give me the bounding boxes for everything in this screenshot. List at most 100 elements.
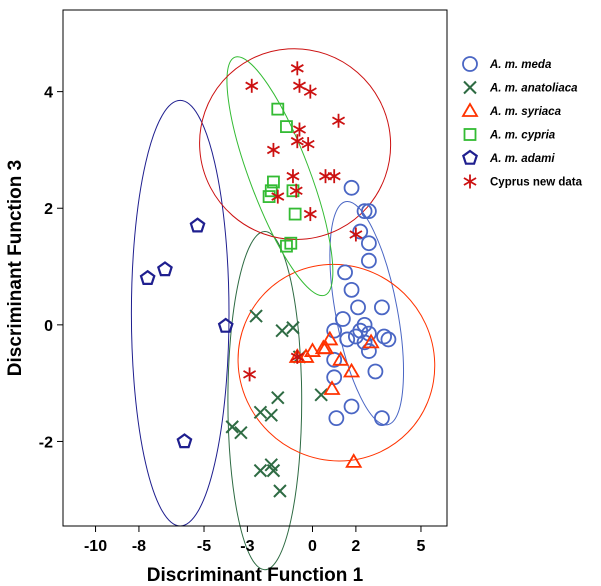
series-a-m-cypria — [262, 102, 302, 253]
legend-label: Cyprus new data — [490, 177, 583, 189]
x-axis-title: Discriminant Function 1 — [147, 565, 364, 586]
data-point-a-m-anatoliaca — [314, 388, 328, 402]
data-point-a-m-anatoliaca — [264, 408, 278, 422]
data-point-cyprus-new-data — [303, 207, 317, 222]
data-point-a-m-syriaca — [323, 380, 341, 395]
data-point-a-m-meda — [360, 343, 377, 359]
legend-item-a-m-adami: A. m. adami — [462, 149, 555, 165]
legend-label: A. m. syriaca — [489, 106, 562, 118]
series-a-m-meda — [326, 179, 397, 427]
data-point-cyprus-new-data — [290, 349, 304, 364]
legend-item-a-m-meda: A. m. meda — [462, 56, 552, 72]
y-axis-title: Discriminant Function 3 — [5, 160, 26, 376]
data-point-cyprus-new-data — [318, 169, 333, 184]
data-point-a-m-meda — [374, 410, 390, 427]
legend-marker-cyprus-new-data — [463, 174, 477, 189]
data-point-a-m-anatoliaca — [234, 426, 248, 440]
data-point-a-m-syriaca — [321, 330, 339, 346]
data-point-a-m-syriaca — [345, 453, 363, 468]
data-point-a-m-syriaca — [332, 351, 350, 366]
data-point-a-m-cypria — [271, 102, 285, 116]
y-tick-label: 4 — [44, 85, 53, 102]
y-tick-label: -2 — [39, 434, 53, 451]
data-point-a-m-meda — [326, 351, 343, 368]
data-points — [139, 61, 397, 498]
legend-marker-a-m-anatoliaca — [463, 80, 477, 95]
ellipse-a-m-adami — [130, 99, 230, 527]
data-point-a-m-meda — [343, 281, 360, 298]
data-point-a-m-adami — [189, 217, 206, 233]
legend-label: A. m. cypria — [489, 130, 556, 142]
legend-marker-a-m-cypria — [463, 128, 477, 141]
data-point-a-m-anatoliaca — [273, 484, 287, 498]
legend-item-a-m-syriaca: A. m. syriaca — [461, 102, 562, 118]
data-point-cyprus-new-data — [290, 134, 304, 149]
legend-marker-a-m-syriaca — [461, 102, 479, 117]
data-point-a-m-meda — [376, 328, 392, 345]
data-point-a-m-cypria — [280, 120, 293, 134]
confidence-ellipses — [130, 48, 436, 571]
legend-item-a-m-anatoliaca: A. m. anatoliaca — [463, 80, 578, 95]
data-point-a-m-cypria — [286, 184, 300, 198]
data-point-a-m-anatoliaca — [275, 323, 289, 338]
x-tick-label: -10 — [84, 538, 107, 555]
ellipse-a-m-anatoliaca — [227, 231, 303, 571]
x-tick-label: -8 — [132, 538, 146, 555]
legend-marker-a-m-adami — [462, 149, 478, 165]
x-axis: -10 -8 -5 -3 0 2 5 — [84, 526, 426, 555]
data-point-a-m-anatoliaca — [286, 321, 300, 335]
data-point-a-m-meda — [360, 235, 377, 252]
data-point-a-m-cypria — [280, 239, 293, 253]
legend: A. m. meda A. m. anatoliaca A. m. syriaca A… — [461, 56, 583, 189]
data-point-a-m-meda — [337, 264, 353, 281]
data-point-cyprus-new-data — [286, 169, 300, 184]
data-point-cyprus-new-data — [349, 227, 363, 242]
data-point-cyprus-new-data — [327, 169, 341, 184]
legend-label: A. m. anatoliaca — [489, 83, 578, 95]
data-point-cyprus-new-data — [289, 183, 303, 198]
plot-frame — [62, 9, 448, 527]
data-point-cyprus-new-data — [266, 142, 280, 157]
data-point-a-m-meda — [350, 299, 366, 316]
x-tick-label: -3 — [240, 538, 254, 555]
data-point-a-m-anatoliaca — [249, 309, 263, 323]
data-point-a-m-cypria — [267, 175, 280, 189]
x-tick-label: 2 — [351, 538, 360, 555]
series-a-m-adami — [139, 217, 234, 449]
y-tick-label: 2 — [44, 201, 53, 218]
data-point-a-m-anatoliaca — [253, 463, 268, 478]
data-point-a-m-meda — [343, 179, 360, 196]
data-point-a-m-meda — [352, 223, 369, 240]
legend-marker-a-m-meda — [462, 56, 478, 72]
data-point-cyprus-new-data — [332, 113, 346, 128]
data-point-a-m-syriaca — [362, 333, 380, 349]
legend-label: A. m. adami — [489, 153, 555, 165]
data-point-a-m-syriaca — [316, 339, 335, 355]
data-point-a-m-cypria — [262, 190, 276, 203]
data-point-a-m-meda — [334, 311, 351, 327]
data-point-cyprus-new-data — [292, 122, 306, 137]
data-point-a-m-adami — [217, 317, 234, 333]
ellipse-cyprus-new-data — [199, 48, 392, 240]
legend-label: A. m. meda — [489, 59, 552, 71]
data-point-a-m-meda — [374, 299, 390, 316]
data-point-cyprus-new-data — [301, 137, 315, 152]
data-point-cyprus-new-data — [292, 78, 306, 93]
data-point-a-m-anatoliaca — [271, 391, 285, 405]
data-point-cyprus-new-data — [290, 61, 304, 76]
data-point-cyprus-new-data — [243, 367, 257, 382]
ellipse-a-m-cypria — [226, 56, 334, 297]
data-point-a-m-meda — [326, 322, 343, 339]
data-point-a-m-adami — [176, 433, 193, 449]
series-cyprus-new-data — [243, 61, 363, 382]
x-tick-label: 0 — [308, 538, 317, 555]
data-point-a-m-meda — [360, 203, 377, 220]
data-point-a-m-cypria — [284, 236, 298, 250]
data-point-a-m-meda — [356, 334, 373, 351]
data-point-cyprus-new-data — [245, 78, 259, 93]
data-point-a-m-meda — [360, 252, 377, 269]
data-point-a-m-adami — [139, 269, 156, 285]
data-point-a-m-meda — [328, 410, 345, 427]
legend-item-a-m-cypria: A. m. cypria — [463, 128, 556, 142]
